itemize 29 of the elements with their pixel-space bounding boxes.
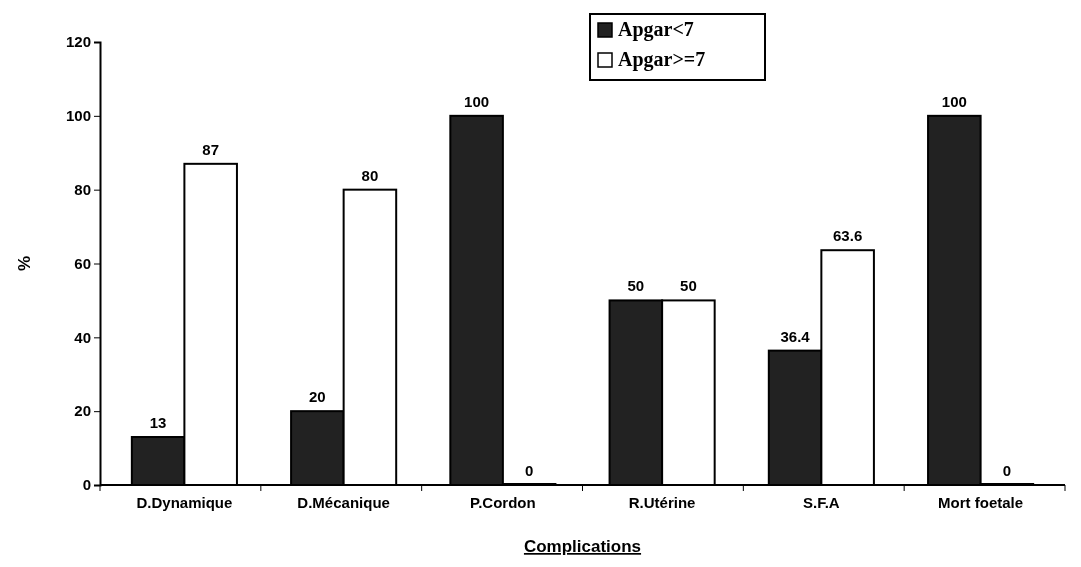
y-tick-label: 60 [74,254,91,272]
y-tick-label: 20 [74,402,91,420]
x-tick-label: Mort foetale [938,493,1024,511]
x-tick-label: D.Dynamique [136,493,233,511]
y-tick-label: 120 [65,33,91,51]
data-label: 13 [149,414,167,432]
y-tick-label: 80 [74,180,91,198]
data-label: 36.4 [780,327,811,345]
data-label: 0 [1002,462,1012,479]
x-axis-title: Complications [523,537,642,556]
x-tick-label: D.Mécanique [297,493,390,511]
x-tick-label: S.F.A [803,493,840,511]
x-tick-label: R.Utérine [628,493,696,511]
data-label: 20 [309,388,326,406]
data-label: 50 [680,277,697,295]
data-label: 63.6 [833,227,863,245]
y-axis-title: % [15,255,34,272]
legend-label: Apgar<7 [618,18,694,41]
data-label: 100 [464,92,490,110]
y-tick-label: 0 [82,476,91,494]
data-label: 80 [361,166,379,184]
x-tick-label: P.Cordon [470,493,536,511]
data-label: 0 [524,462,534,479]
y-tick-label: 40 [74,328,91,346]
data-label: 87 [202,140,220,158]
y-tick-label: 100 [65,107,91,125]
legend-label: Apgar>=7 [618,48,706,71]
data-label: 100 [941,92,967,110]
data-label: 50 [627,277,645,295]
